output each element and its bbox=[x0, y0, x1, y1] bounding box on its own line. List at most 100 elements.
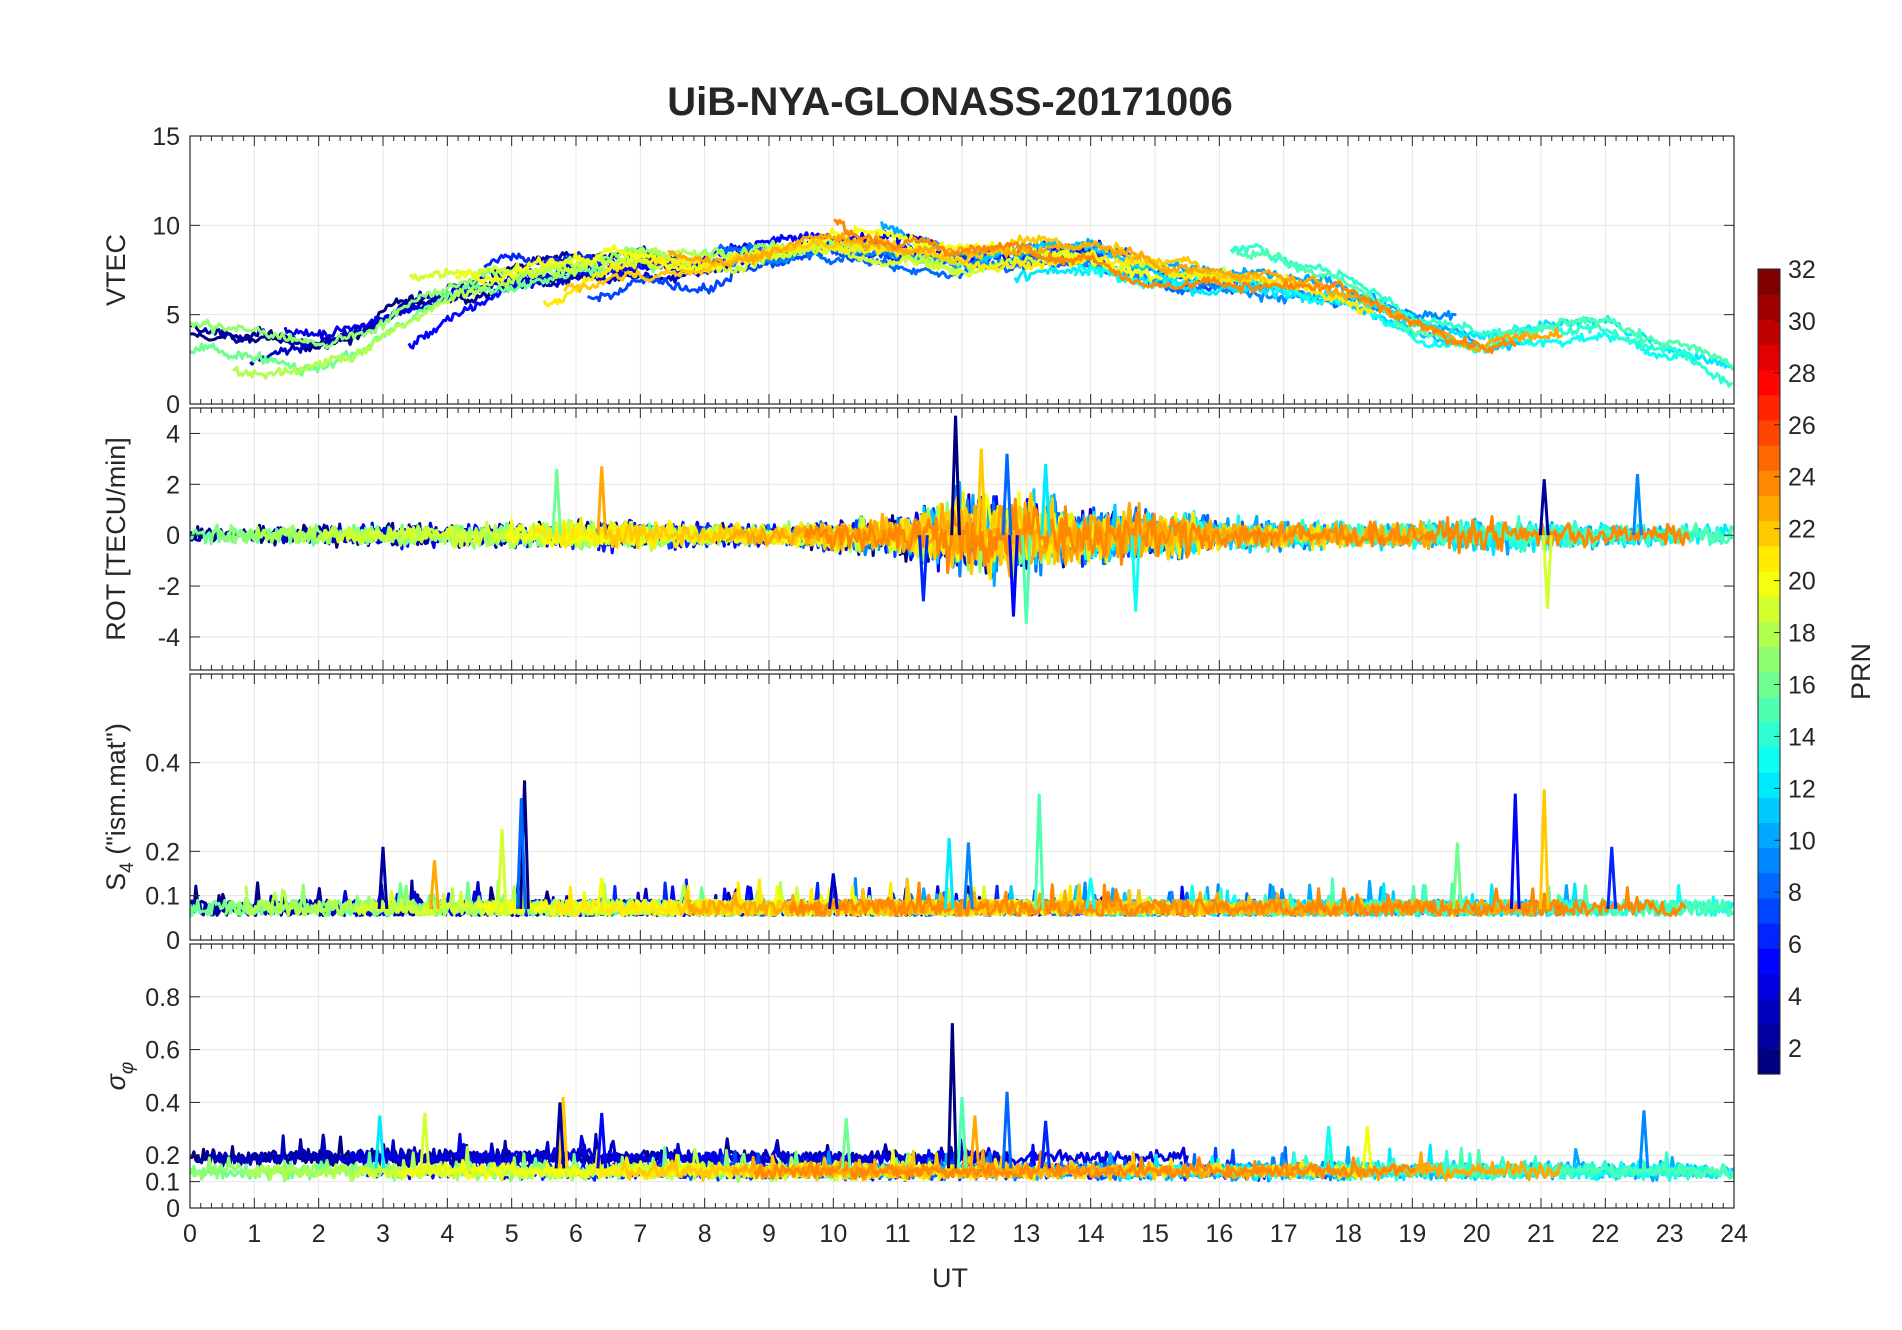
x-tick-label: 7 bbox=[633, 1220, 647, 1248]
x-tick-label: 3 bbox=[376, 1220, 390, 1248]
spike-mark bbox=[1040, 463, 1051, 536]
series-prn-22 bbox=[563, 231, 1314, 294]
y-tick-label: 0 bbox=[166, 927, 180, 955]
series-prn-24 bbox=[753, 1150, 1417, 1180]
x-tick-label: 13 bbox=[1012, 1220, 1040, 1248]
y-tick-label: 0 bbox=[166, 391, 180, 419]
spike-mark bbox=[827, 873, 839, 910]
spike-mark bbox=[975, 448, 987, 536]
x-tick-label: 10 bbox=[819, 1220, 847, 1248]
colorbar-segment bbox=[1758, 721, 1780, 748]
colorbar-tick-label: 28 bbox=[1788, 360, 1816, 388]
series-prn-15 bbox=[1269, 1146, 1734, 1181]
spike-mark bbox=[1020, 535, 1032, 625]
x-tick-label: 2 bbox=[312, 1220, 326, 1248]
y-tick-label: 0.4 bbox=[145, 1089, 180, 1117]
x-tick-label: 6 bbox=[569, 1220, 583, 1248]
y-tick-label: -4 bbox=[158, 624, 180, 652]
spike-mark bbox=[596, 1112, 608, 1169]
spike-mark bbox=[1001, 453, 1013, 536]
series-prn-24 bbox=[833, 218, 1517, 355]
spike-mark bbox=[1033, 793, 1045, 910]
y-tick-label: 4 bbox=[166, 420, 180, 448]
colorbar-segment bbox=[1758, 646, 1780, 673]
colorbar-tick-label: 32 bbox=[1788, 256, 1816, 284]
panel-s4: 00.10.20.4S4 ("ism.mat") bbox=[101, 673, 1735, 955]
y-axis-label-part: ("ism.mat") bbox=[101, 723, 131, 862]
spike-mark bbox=[1001, 1091, 1013, 1169]
colorbar-segment bbox=[1758, 797, 1780, 824]
x-tick-label: 16 bbox=[1205, 1220, 1233, 1248]
colorbar-tick-label: 30 bbox=[1788, 308, 1816, 336]
colorbar-tick-label: 18 bbox=[1788, 620, 1816, 648]
colorbar-segment bbox=[1758, 445, 1780, 471]
y-tick-label: 0.2 bbox=[145, 1142, 180, 1170]
x-tick-label: 14 bbox=[1077, 1220, 1105, 1248]
spike-mark bbox=[946, 1023, 958, 1169]
colorbar-segment bbox=[1758, 671, 1780, 698]
spike-mark bbox=[943, 837, 955, 910]
spike-mark bbox=[1632, 474, 1643, 536]
colorbar-segment bbox=[1758, 948, 1780, 974]
spike-mark bbox=[496, 829, 508, 910]
colorbar-tick-label: 6 bbox=[1788, 931, 1802, 959]
y-axis-label-part: σ bbox=[101, 1072, 131, 1090]
y-tick-label: 0 bbox=[166, 522, 180, 550]
spike-mark bbox=[1638, 1110, 1650, 1169]
series-prn-20 bbox=[454, 225, 1164, 286]
colorbar-label: PRN bbox=[1846, 643, 1876, 700]
panel-vtec: 0 5 10 15 VTEC bbox=[101, 123, 1735, 419]
y-tick-label: 0.2 bbox=[145, 838, 180, 866]
x-tick-label: 18 bbox=[1334, 1220, 1362, 1248]
colorbar-tick-label: 14 bbox=[1788, 723, 1816, 751]
y-axis-label: σφ bbox=[101, 1062, 138, 1091]
x-tick-label: 1 bbox=[247, 1220, 261, 1248]
colorbar-tick-label: 22 bbox=[1788, 516, 1816, 544]
y-tick-label: 2 bbox=[166, 471, 180, 499]
colorbar-tick-label: 16 bbox=[1788, 671, 1816, 699]
y-tick-label: 15 bbox=[152, 123, 180, 151]
colorbar-segment bbox=[1758, 470, 1780, 497]
spike-mark bbox=[1323, 1126, 1335, 1169]
colorbar-segment bbox=[1758, 596, 1780, 622]
x-tick-label: 17 bbox=[1270, 1220, 1298, 1248]
y-tick-label: 10 bbox=[152, 212, 180, 240]
colorbar-segment bbox=[1758, 847, 1780, 874]
colorbar-segment bbox=[1758, 696, 1780, 723]
spike-mark bbox=[1452, 842, 1463, 910]
x-tick-label: 15 bbox=[1141, 1220, 1169, 1248]
x-tick-label: 23 bbox=[1656, 1220, 1684, 1248]
spike-mark bbox=[1085, 877, 1097, 910]
series-prn-14 bbox=[1229, 242, 1733, 388]
colorbar-segment bbox=[1758, 998, 1780, 1025]
series-prn-24 bbox=[788, 881, 1687, 918]
x-tick-label: 20 bbox=[1463, 1220, 1491, 1248]
spike-mark bbox=[1538, 479, 1550, 536]
y-tick-label: 0.4 bbox=[145, 750, 180, 778]
colorbar-tick-label: 8 bbox=[1788, 879, 1802, 907]
x-tick-label: 5 bbox=[505, 1220, 519, 1248]
spike-mark bbox=[1509, 793, 1521, 910]
colorbar-segment bbox=[1758, 872, 1780, 899]
series-group bbox=[190, 218, 1734, 388]
colorbar-tick-label: 26 bbox=[1788, 412, 1816, 440]
y-tick-label: 0.6 bbox=[145, 1037, 180, 1065]
colorbar-segment bbox=[1758, 897, 1780, 924]
x-tick-label: 21 bbox=[1527, 1220, 1555, 1248]
colorbar-segment bbox=[1758, 772, 1780, 798]
colorbar-segment bbox=[1758, 1023, 1780, 1050]
colorbar-tick-label: 10 bbox=[1788, 827, 1816, 855]
spike-mark bbox=[377, 846, 389, 910]
x-tick-label: 8 bbox=[698, 1220, 712, 1248]
colorbar-segment bbox=[1758, 1048, 1780, 1075]
colorbar-segment bbox=[1758, 520, 1780, 547]
colorbar-segment bbox=[1758, 369, 1780, 396]
y-tick-label: 0.1 bbox=[145, 883, 180, 911]
colorbar-segment bbox=[1758, 545, 1780, 572]
spike-mark bbox=[918, 535, 929, 602]
colorbar-segment bbox=[1758, 973, 1780, 1000]
spike-mark bbox=[1606, 846, 1618, 910]
y-tick-label: 5 bbox=[166, 302, 180, 330]
